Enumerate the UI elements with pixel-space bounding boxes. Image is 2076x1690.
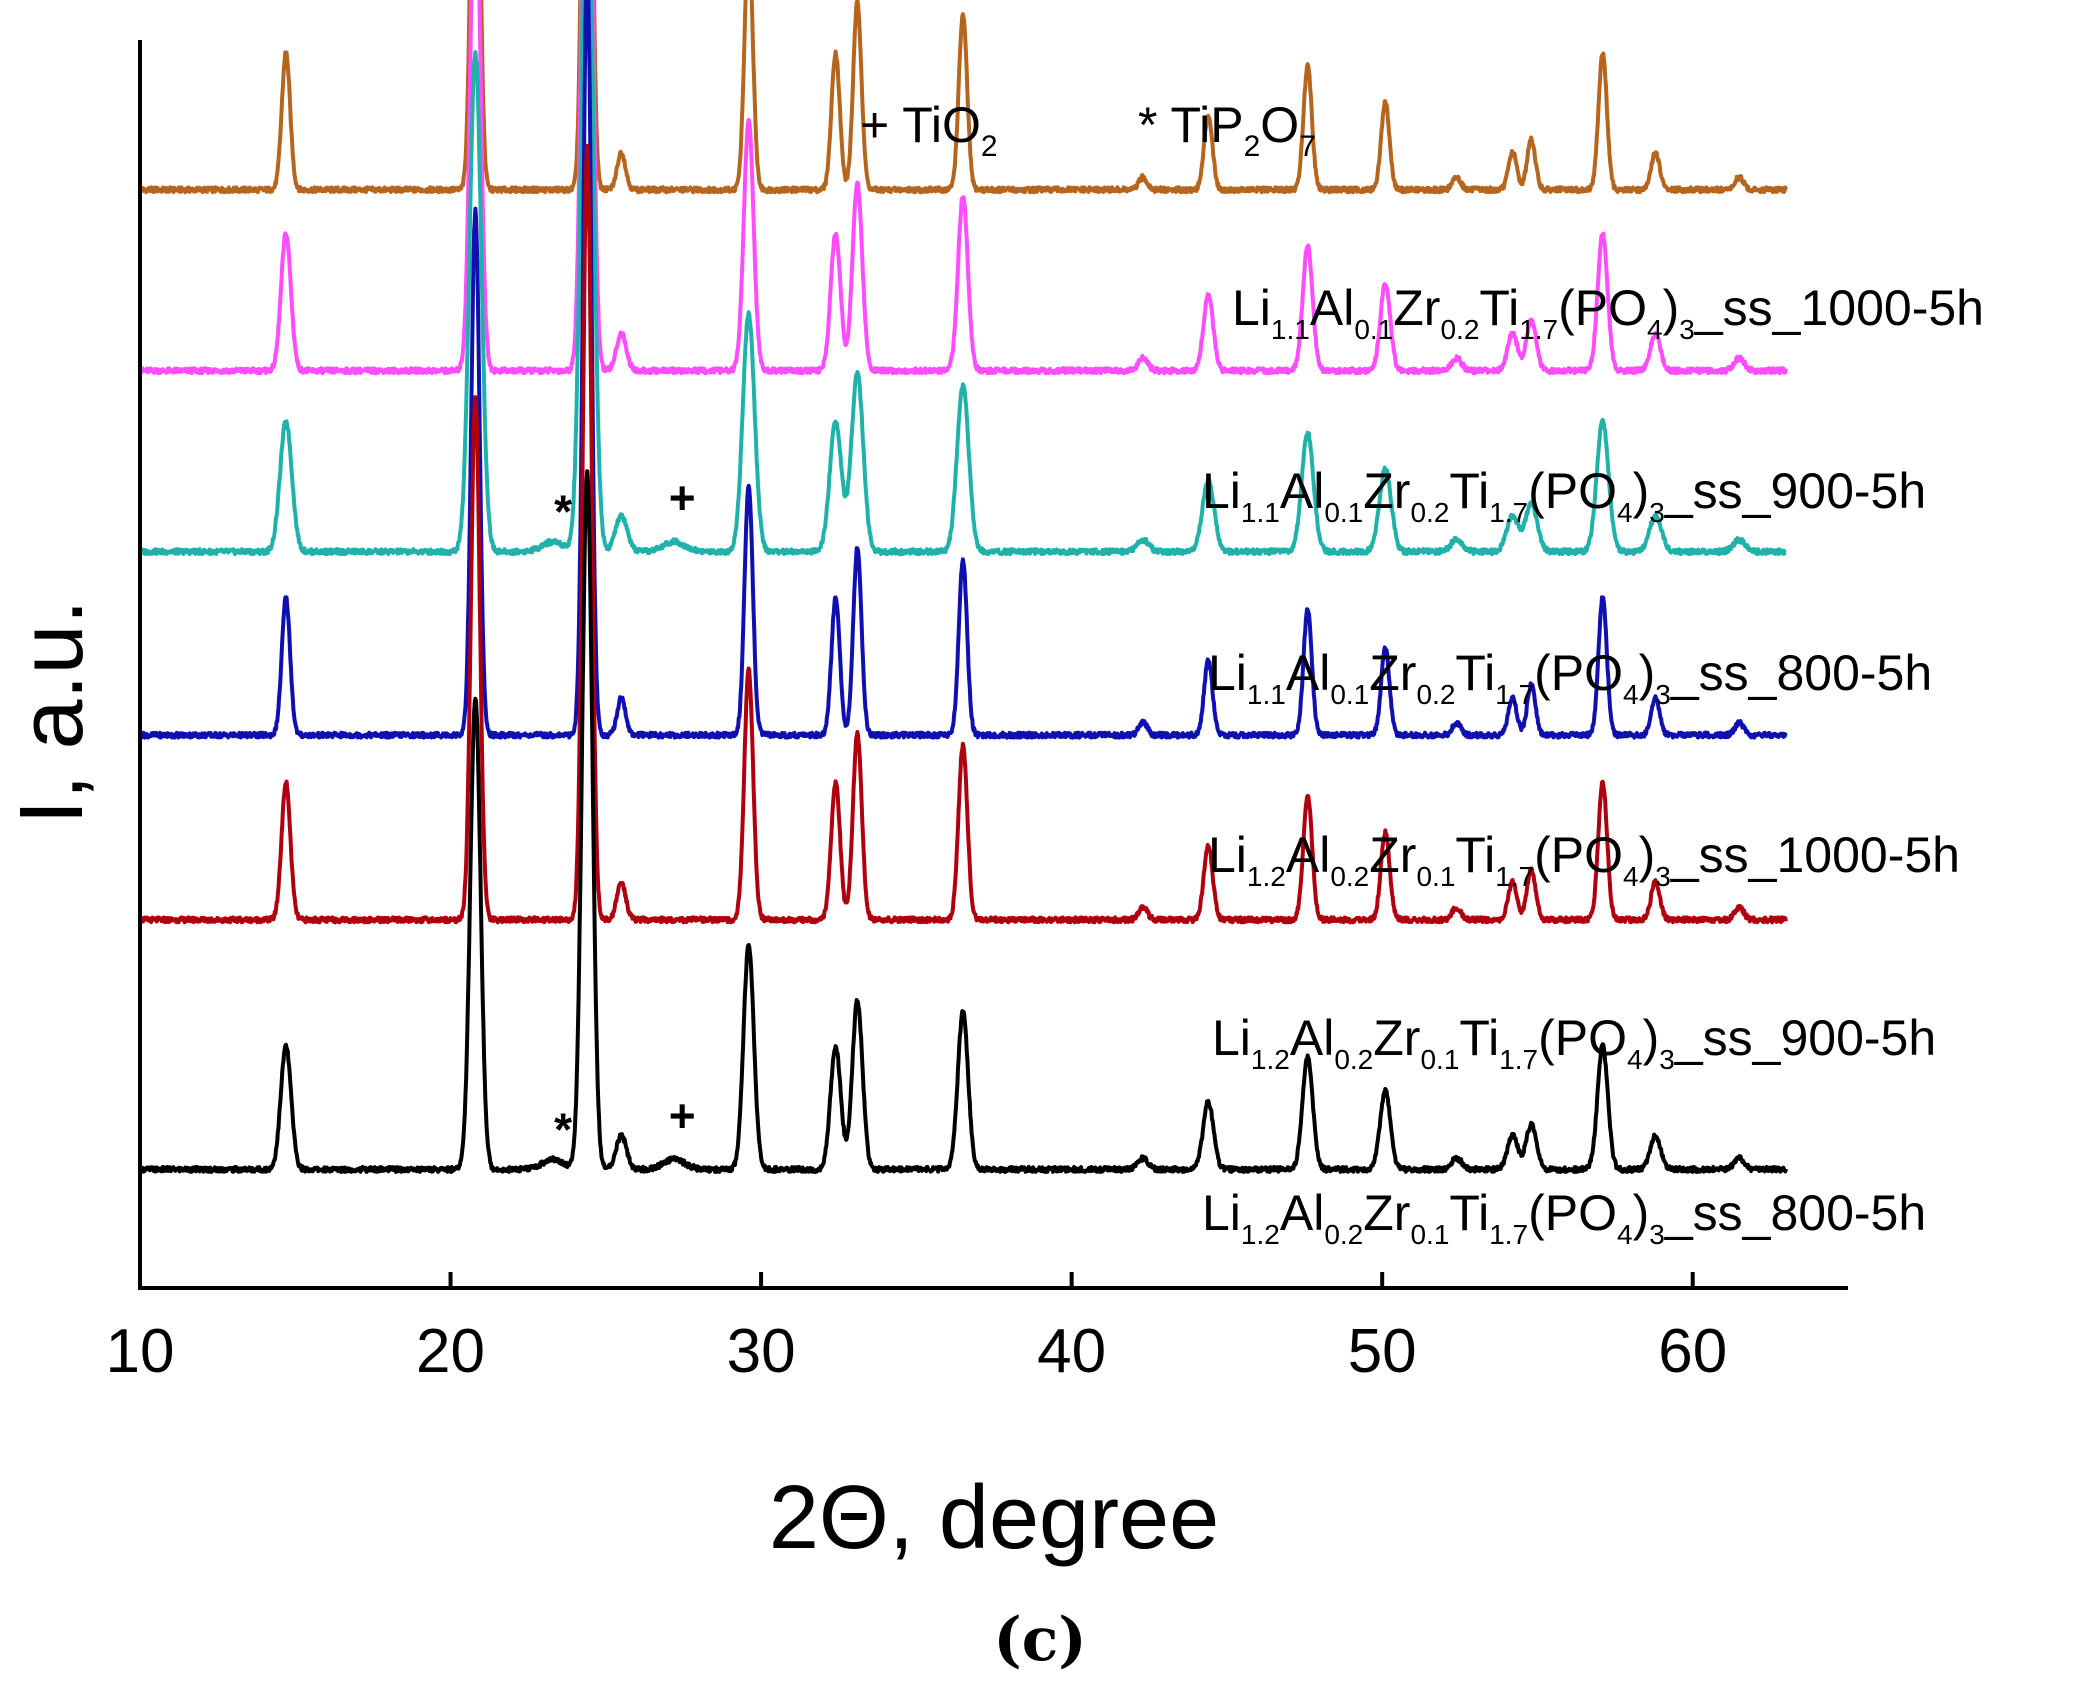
x-ticks: 10 20 30 40 50 60 (106, 1272, 1727, 1386)
series-line (138, 0, 1788, 740)
axes (138, 40, 1848, 1290)
y-axis-title: I, a.u. (2, 599, 102, 824)
impurity-markers: * + * + (554, 472, 696, 1156)
series-labels: Li1.1Al0.1Zr0.2Ti1.7(PO4)3_ss_1000-5h Li1… (1202, 280, 1984, 1250)
x-tick-label: 60 (1658, 1317, 1727, 1386)
x-axis-title: 2Θ, degree (769, 1468, 1219, 1568)
impurity-marker: * (554, 486, 572, 538)
series-line (138, 0, 1788, 557)
x-tick-label: 40 (1037, 1317, 1106, 1386)
series-label: Li1.1Al0.1Zr0.2Ti1.7(PO4)3_ss_1000-5h (1232, 280, 1984, 345)
x-tick-label: 10 (106, 1317, 175, 1386)
panel-label: (c) (993, 1605, 1086, 1675)
series-line (138, 143, 1788, 925)
series-label: Li1.2Al0.2Zr0.1Ti1.7(PO4)3_ss_1000-5h (1208, 827, 1960, 892)
series-label: Li1.2Al0.2Zr0.1Ti1.7(PO4)3_ss_900-5h (1212, 1010, 1936, 1075)
impurity-marker: * (554, 1103, 572, 1155)
phase-legend: + TiO2 * TiP2O7 (860, 97, 1316, 163)
series-label: Li1.2Al0.2Zr0.1Ti1.7(PO4)3_ss_800-5h (1202, 1185, 1926, 1250)
legend-entry: + TiO2 (860, 97, 998, 163)
series-label: Li1.1Al0.1Zr0.2Ti1.7(PO4)3_ss_800-5h (1208, 645, 1932, 710)
x-tick-label: 30 (727, 1317, 796, 1386)
series-line (138, 0, 1788, 195)
x-tick-label: 50 (1348, 1317, 1417, 1386)
series-label: Li1.1Al0.1Zr0.2Ti1.7(PO4)3_ss_900-5h (1202, 463, 1926, 528)
series-line (138, 469, 1788, 1174)
series-line (138, 0, 1788, 376)
series-curves (138, 0, 1788, 1174)
impurity-marker: + (669, 1089, 696, 1141)
legend-entry: * TiP2O7 (1138, 97, 1316, 163)
impurity-marker: + (669, 472, 696, 524)
x-tick-label: 20 (416, 1317, 485, 1386)
